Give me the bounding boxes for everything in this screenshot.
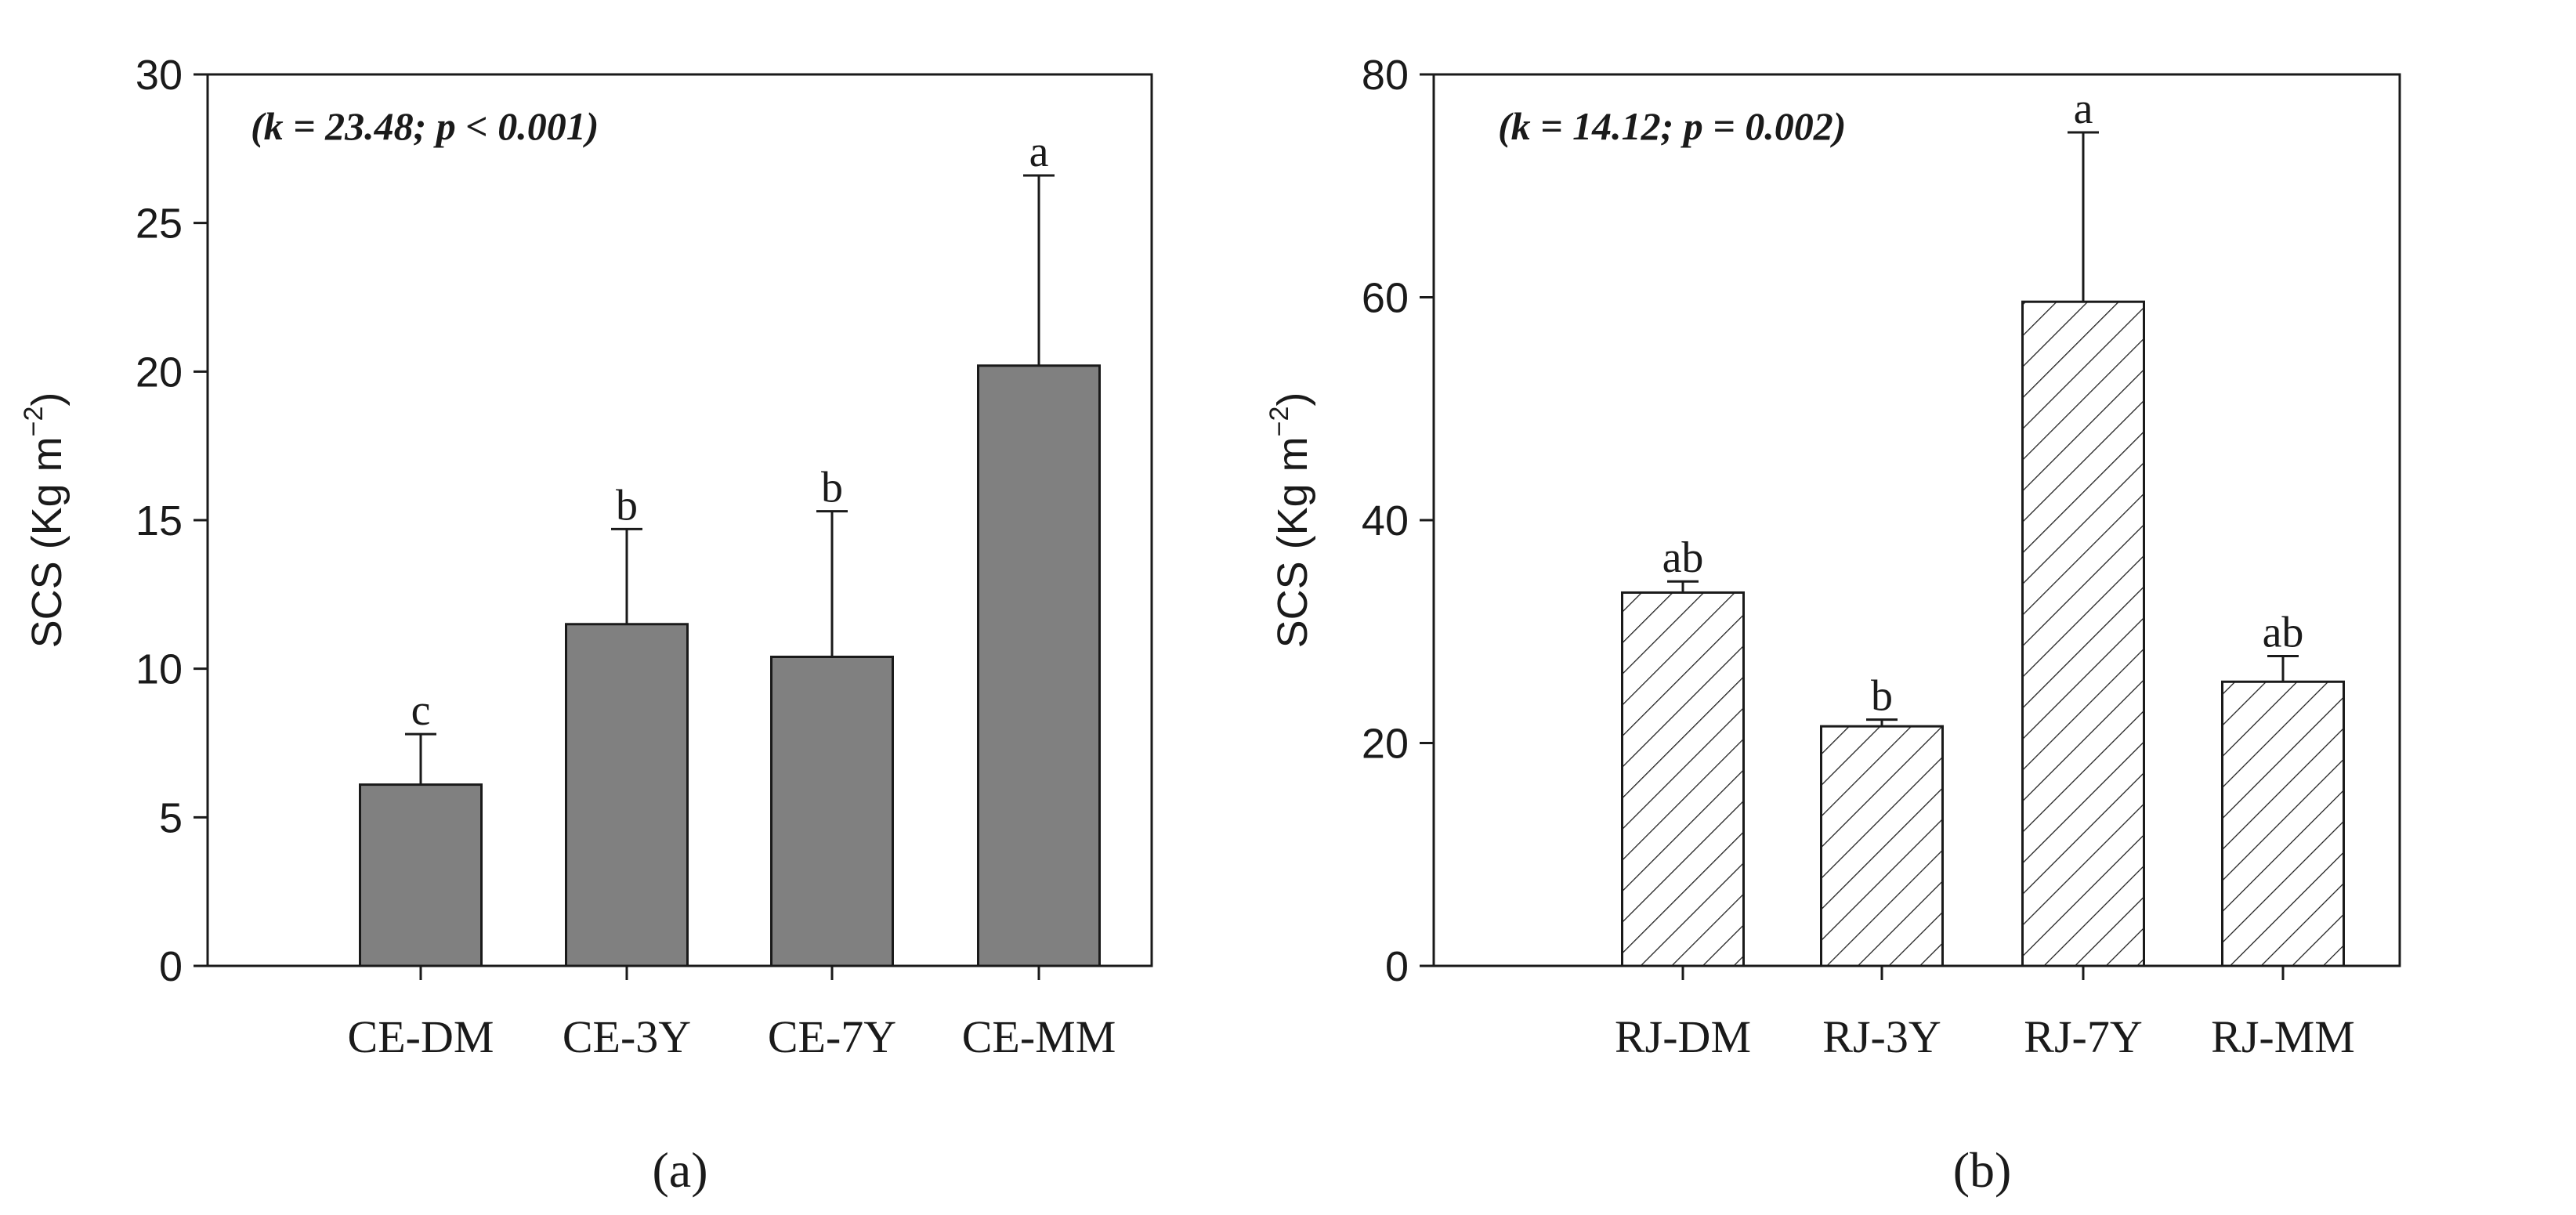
y-tick-label: 15 bbox=[136, 497, 183, 544]
y-tick-label: 30 bbox=[136, 52, 183, 99]
x-tick-label: RJ-MM bbox=[2211, 1011, 2355, 1062]
y-axis-label-close: ) bbox=[24, 392, 71, 407]
y-tick-label: 80 bbox=[1362, 52, 1409, 99]
y-tick-label: 0 bbox=[1385, 943, 1409, 990]
y-axis-label-superscript: −2 bbox=[1264, 407, 1294, 437]
stat-annotation: (k = 14.12; p = 0.002) bbox=[1498, 104, 1846, 148]
x-tick-label: CE-3Y bbox=[563, 1011, 691, 1062]
x-tick-label: RJ-3Y bbox=[1822, 1011, 1941, 1062]
x-tick-label: RJ-7Y bbox=[2024, 1011, 2142, 1062]
bar-RJ-MM bbox=[2221, 680, 2345, 967]
bar-CE-7Y bbox=[770, 655, 894, 967]
y-tick-label: 10 bbox=[136, 646, 183, 693]
bar-RJ-3Y bbox=[1820, 725, 1944, 967]
significance-letter: ab bbox=[1662, 533, 1704, 582]
y-tick-label: 20 bbox=[1362, 721, 1409, 768]
panel-label: (a) bbox=[652, 1142, 707, 1198]
panel-label: (b) bbox=[1953, 1142, 2012, 1198]
significance-letter: b bbox=[1871, 672, 1893, 721]
bar-RJ-DM bbox=[1621, 591, 1745, 967]
bar-RJ-7Y bbox=[2021, 300, 2145, 967]
y-axis-label: SCS (Kg m−2) bbox=[19, 392, 71, 649]
y-tick-label: 5 bbox=[159, 794, 183, 841]
y-tick-label: 25 bbox=[136, 201, 183, 248]
significance-letter: b bbox=[821, 464, 843, 512]
bar-CE-MM bbox=[977, 364, 1101, 967]
y-axis-label-superscript: −2 bbox=[19, 407, 49, 437]
y-tick-label: 0 bbox=[159, 943, 183, 990]
x-tick-label: RJ-DM bbox=[1615, 1011, 1751, 1062]
y-axis-label-text: SCS (Kg m bbox=[1269, 436, 1316, 648]
panel-b: ab RJ-DM b RJ-3Y a RJ-7Y ab RJ-MM 0 20 40 60 80 SCS (… bbox=[1264, 52, 2401, 1198]
significance-letter: ab bbox=[2263, 609, 2304, 657]
significance-letter: b bbox=[616, 481, 638, 530]
x-tick-label: CE-MM bbox=[962, 1011, 1116, 1062]
significance-letter: a bbox=[1029, 128, 1049, 176]
y-axis-label-close: ) bbox=[1269, 392, 1316, 407]
y-axis-label-text: SCS (Kg m bbox=[24, 436, 71, 648]
y-tick-label: 20 bbox=[136, 349, 183, 396]
y-axis-label: SCS (Kg m−2) bbox=[1264, 392, 1316, 649]
x-tick-label: CE-DM bbox=[348, 1011, 494, 1062]
x-tick-label: CE-7Y bbox=[768, 1011, 896, 1062]
y-tick-label: 40 bbox=[1362, 497, 1409, 544]
significance-letter: a bbox=[2074, 85, 2093, 133]
panel-a: c CE-DM b CE-3Y b CE-7Y a CE-MM 0 5 10 15 20 25 30 SCS … bbox=[19, 52, 1153, 1198]
bar-CE-3Y bbox=[565, 623, 689, 967]
y-tick-label: 60 bbox=[1362, 275, 1409, 322]
significance-letter: c bbox=[411, 686, 431, 735]
bar-CE-DM bbox=[359, 783, 483, 967]
stat-annotation: (k = 23.48; p < 0.001) bbox=[251, 104, 599, 148]
